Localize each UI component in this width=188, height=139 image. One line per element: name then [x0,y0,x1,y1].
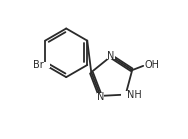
Bar [121,91,130,98]
Bar [107,53,115,59]
Bar [96,93,104,99]
Text: Br: Br [33,60,44,70]
Text: NH: NH [127,90,142,100]
Text: N: N [97,92,104,102]
Text: N: N [107,51,115,61]
Bar [40,62,50,68]
Text: OH: OH [144,60,159,70]
